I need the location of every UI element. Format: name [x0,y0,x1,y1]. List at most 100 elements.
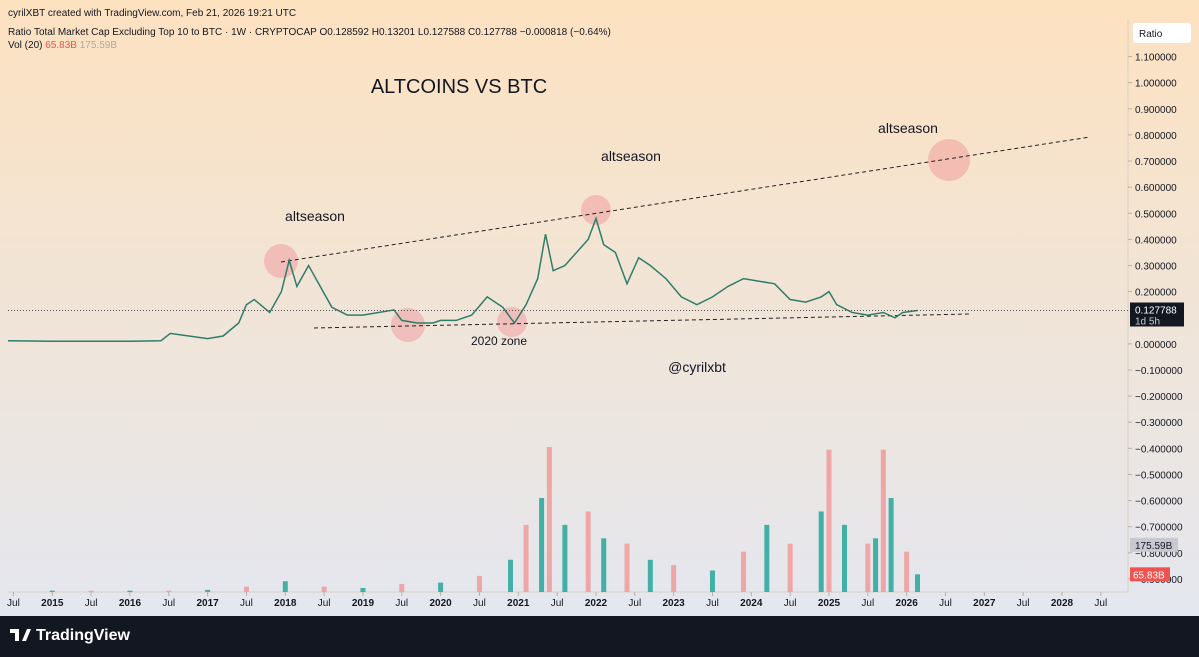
volume-bar [88,590,94,592]
y-tick-label: 0.600000 [1135,183,1177,194]
volume-bar [539,498,545,592]
highlight-circle [928,139,970,181]
annotation: altseason [285,208,345,224]
x-tick-label: Jul [395,598,408,609]
volume-legend: Vol (20) 65.83B 175.59B [8,40,117,51]
volume-legend-name: Vol (20) [8,40,42,51]
x-tick-label: 2020 [429,598,452,609]
volume-ma-tag-label: 175.59B [1135,541,1173,552]
volume-legend-value: 65.83B [45,40,77,51]
x-tick-label: Jul [1094,598,1107,609]
ohlc-value: 0.127588 [423,27,465,38]
x-tick-label: 2015 [41,598,64,609]
y-tick-label: 0.800000 [1135,131,1177,142]
scale-label[interactable]: Ratio [1139,29,1163,40]
ohlc-label: L [418,27,424,38]
x-tick-label: Jul [1017,598,1030,609]
y-tick-label: 1.000000 [1135,79,1177,90]
x-tick-label: 2017 [196,598,219,609]
volume-bar [787,543,793,592]
volume-bar [321,586,327,592]
symbol-title: Ratio Total Market Cap Excluding Top 10 … [8,27,317,38]
volume-bar [671,565,677,592]
ohlc-label: H [372,27,379,38]
x-tick-label: 2016 [119,598,142,609]
trendline [280,136,1091,263]
volume-bar [243,586,249,592]
volume-bar [880,449,886,592]
x-tick-label: 2028 [1051,598,1074,609]
last-price-tag [1130,302,1184,327]
volume-bar [562,524,568,592]
x-tick-label: Jul [318,598,331,609]
footer-text: TradingView [36,627,131,644]
volume-bar [709,570,715,592]
volume-bar [546,446,552,592]
background [0,0,1199,616]
y-tick-label: −0.300000 [1135,418,1183,429]
x-tick-label: Jul [473,598,486,609]
volume-bar [904,551,910,592]
highlight-circle [581,195,611,225]
volume-bar [741,551,747,592]
volume-bar [601,538,607,592]
footer-bar [0,616,1199,657]
volume-ma-legend-value: 175.59B [80,40,118,51]
volume-bar [647,559,653,592]
y-tick-label: 0.700000 [1135,157,1177,168]
volume-bar [360,587,366,592]
price-line [7,216,918,343]
volume-bar [818,511,824,592]
logo-icon [10,629,31,641]
volume-bar [764,524,770,592]
change: −0.000818 [520,27,568,38]
x-tick-label: Jul [85,598,98,609]
ohlc-label: C [468,27,475,38]
ohlc-label: O [319,27,327,38]
change-pct: (−0.64%) [570,27,611,38]
annotation: 2020 zone [471,334,527,348]
volume-bar [865,543,871,592]
x-tick-label: Jul [784,598,797,609]
x-tick-label: Jul [628,598,641,609]
highlight-circle [264,244,298,278]
annotation: altseason [601,148,661,164]
x-tick-label: 2027 [973,598,996,609]
x-tick-label: Jul [7,598,20,609]
last-price-label: 0.127788 [1135,305,1177,316]
volume-bar [399,583,405,592]
y-tick-label: −0.400000 [1135,444,1183,455]
ohlc-value: 0.128592 [327,27,369,38]
y-tick-label: 0.900000 [1135,105,1177,116]
y-tick-label: −0.500000 [1135,470,1183,481]
x-tick-label: 2018 [274,598,297,609]
volume-bar [508,559,514,592]
x-tick-label: 2026 [896,598,919,609]
scale-button[interactable] [1133,23,1191,43]
y-tick-label: 0.400000 [1135,235,1177,246]
x-tick-label: 2022 [585,598,608,609]
volume-bar [205,589,211,592]
volume-bar [585,511,591,592]
y-tick-label: −0.800000 [1135,549,1183,560]
volume-bar [842,524,848,592]
x-tick-label: Jul [861,598,874,609]
x-tick-label: Jul [551,598,564,609]
x-tick-label: 2024 [740,598,763,609]
footer-logo: TradingView [10,627,131,644]
header: cyrilXBT created with TradingView.com, F… [8,8,296,19]
y-tick-label: −0.700000 [1135,523,1183,534]
y-tick-label: 1.100000 [1135,53,1177,64]
x-tick-label: Jul [240,598,253,609]
y-tick-label: 0.500000 [1135,209,1177,220]
legend: Ratio Total Market Cap Excluding Top 10 … [8,27,611,38]
y-tick-label: −0.100000 [1135,366,1183,377]
x-tick-label: 2025 [818,598,841,609]
y-tick-label: 0.000000 [1135,340,1177,351]
volume-bar [624,543,630,592]
volume-bar [888,498,894,592]
trendline [313,313,971,329]
x-tick-label: 2021 [507,598,530,609]
